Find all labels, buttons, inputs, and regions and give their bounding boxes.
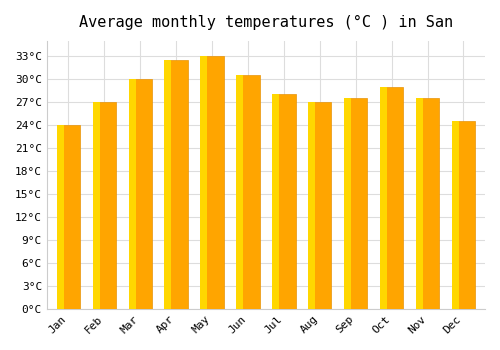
Bar [416,98,439,309]
Bar [272,94,295,309]
Bar [308,102,332,309]
Bar [92,102,100,309]
Title: Average monthly temperatures (°C ) in San: Average monthly temperatures (°C ) in Sa… [79,15,453,30]
Bar [56,125,80,309]
Bar [128,79,136,309]
Bar [272,94,279,309]
Bar [452,121,459,309]
Bar [164,60,172,309]
Bar [128,79,152,309]
Bar [344,98,368,309]
Bar [236,75,260,309]
Bar [164,60,188,309]
Bar [200,56,224,309]
Bar [200,56,207,309]
Bar [380,87,387,309]
Bar [380,87,404,309]
Bar [416,98,423,309]
Bar [308,102,315,309]
Bar [92,102,116,309]
Bar [452,121,475,309]
Bar [56,125,64,309]
Bar [236,75,244,309]
Bar [344,98,351,309]
